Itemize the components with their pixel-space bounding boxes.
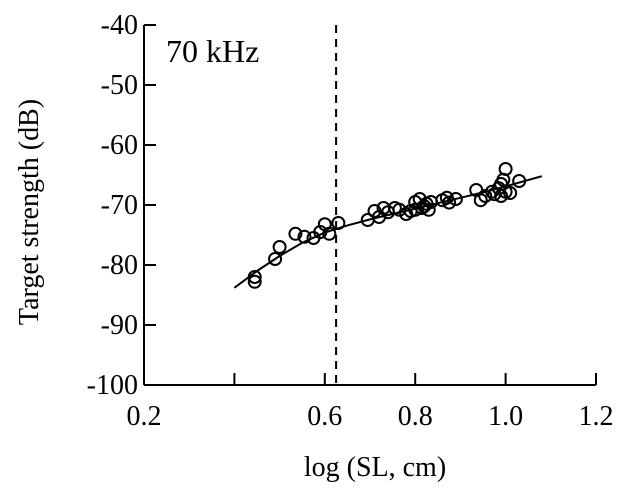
data-point bbox=[421, 202, 436, 217]
y-tick-label: -90 bbox=[101, 310, 138, 341]
y-tick-label: -40 bbox=[101, 10, 138, 41]
data-point bbox=[494, 189, 509, 203]
y-tick-label: -80 bbox=[101, 250, 138, 281]
data-point bbox=[331, 216, 346, 230]
x-axis-title: log (SL, cm) bbox=[304, 452, 446, 483]
x-tick-label: 1.2 bbox=[579, 401, 614, 432]
data-point bbox=[512, 174, 527, 188]
data-point bbox=[473, 193, 488, 208]
y-tick-label: -100 bbox=[87, 370, 138, 401]
axes bbox=[143, 25, 596, 386]
y-axis-title: Target strength (dB) bbox=[14, 99, 45, 325]
data-points bbox=[247, 162, 527, 289]
data-point bbox=[247, 274, 262, 289]
y-tick-label: -50 bbox=[101, 70, 138, 101]
data-point bbox=[272, 240, 287, 254]
data-point bbox=[322, 226, 337, 241]
x-tick-label: 0.2 bbox=[127, 401, 162, 432]
data-point bbox=[503, 186, 518, 200]
x-tick-label: 0.6 bbox=[307, 401, 342, 432]
data-point bbox=[448, 192, 463, 206]
data-point bbox=[297, 229, 312, 244]
data-point bbox=[247, 270, 262, 284]
x-ticks: 0.2 0.6 0.8 1.0 1.2 bbox=[127, 373, 614, 432]
data-point bbox=[498, 162, 513, 176]
data-point bbox=[478, 189, 493, 203]
frequency-annotation: 70 kHz bbox=[166, 33, 259, 69]
data-point bbox=[288, 226, 303, 241]
x-tick-label: 1.0 bbox=[488, 401, 523, 432]
y-tick-label: -70 bbox=[101, 190, 138, 221]
data-point bbox=[442, 195, 457, 210]
x-tick-label: 0.8 bbox=[398, 401, 433, 432]
y-ticks: -40 -50 -60 -70 -80 -90 -100 bbox=[87, 10, 156, 401]
y-tick-label: -60 bbox=[101, 130, 138, 161]
data-point bbox=[313, 225, 328, 239]
data-point bbox=[268, 252, 283, 266]
